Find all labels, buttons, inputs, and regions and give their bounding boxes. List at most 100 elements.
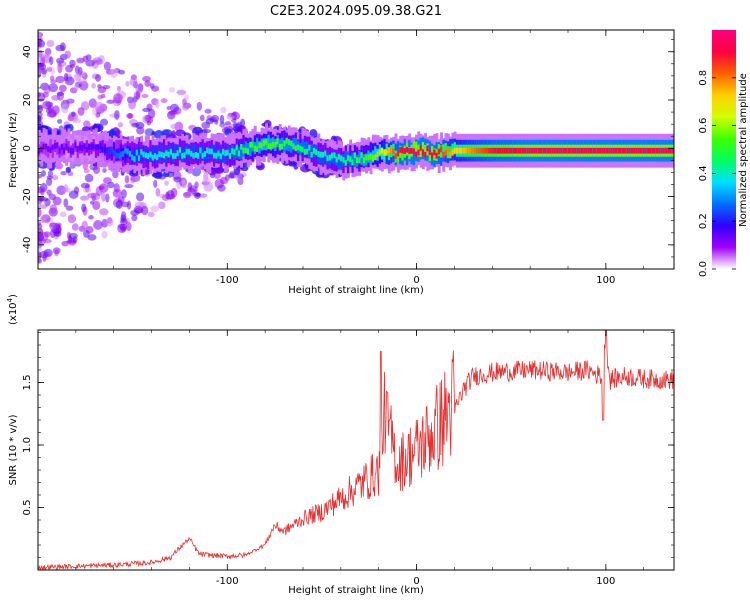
spectrogram-noise-blob <box>203 181 214 192</box>
spectrogram-ridge-cell <box>40 146 44 153</box>
spectrogram-noise-blob <box>115 199 123 209</box>
spectrogram-ridge-cell <box>215 152 219 159</box>
spectrogram-ridge-cell <box>94 145 98 158</box>
spectrogram-ridge-cell <box>340 155 343 162</box>
spectrogram-ridge-cell <box>321 151 325 158</box>
spectrogram-ridge-cell <box>285 138 289 151</box>
spectrogram-ridge-cell <box>626 147 630 154</box>
spectrogram-ridge-cell <box>455 147 459 154</box>
spectrogram-noise-blob <box>120 226 126 232</box>
spectrogram-ridge-cell <box>101 146 105 153</box>
spectrogram-ridge-cell <box>276 138 280 145</box>
spectrogram-ridge-cell <box>353 152 357 159</box>
spectrogram-ridge-cell <box>630 147 634 154</box>
spectrogram-ridge-cell <box>240 147 244 160</box>
spectrogram-ridge-cell <box>269 143 273 150</box>
spectrogram-ridge-cell <box>487 147 491 154</box>
spectrogram-ridge-cell <box>476 147 480 154</box>
spectrogram-noise-blob <box>194 181 199 189</box>
spectrogram-noise-blob <box>38 204 48 209</box>
spectrogram-noise-blob <box>170 123 178 129</box>
spectrogram-ridge-cell <box>142 145 146 158</box>
spectrogram-ridge-cell <box>160 144 164 157</box>
spectrogram-ridge-cell <box>444 149 448 156</box>
spectrogram-ridge-cell <box>92 143 96 150</box>
spectrogram-ridge-cell <box>660 147 664 154</box>
spectrogram-ridge-cell <box>342 156 346 163</box>
spectrogram-ridge-cell <box>131 154 134 161</box>
spectrogram-ridge-cell <box>612 147 616 154</box>
spectrogram-ridge-cell <box>430 152 434 159</box>
spectrogram-noise-blob <box>71 223 79 231</box>
spectrogram-ridge-cell <box>467 147 471 154</box>
spectrogram-ridge-cell <box>85 146 89 153</box>
spectrogram-ridge-cell <box>162 152 166 159</box>
colorbar-tick-label: 0.4 <box>698 165 709 181</box>
spectrogram-ridge-cell <box>344 151 348 164</box>
spectrogram-ridge-cell <box>178 148 182 161</box>
spectrogram-noise-blob <box>168 110 178 115</box>
spectrogram-noise-blob <box>93 165 101 175</box>
spectrogram-ridge-cell <box>246 148 250 155</box>
spectrogram-noise-blob <box>39 215 46 224</box>
spectrogram-ridge-cell <box>580 147 584 154</box>
spectrogram-ridge-cell <box>265 139 269 145</box>
spectrogram-ridge-cell <box>396 150 400 163</box>
spectrogram-noise-blob <box>38 245 42 252</box>
spectrogram-noise-blob <box>81 220 88 230</box>
spectrogram-noise-blob <box>54 230 62 237</box>
colorbar-label: Normalized spectral amplitude <box>738 73 749 227</box>
snr-panel: -100 0 100 0.5 1.0 1.5 Height of straight lin… <box>6 294 675 596</box>
spectrogram-ridge-cell <box>583 147 587 154</box>
spectrogram-ridge-cell <box>430 145 434 159</box>
spectrogram-ridge-cell <box>624 147 627 154</box>
spectrogram-ridge-cell <box>194 151 198 158</box>
spectrogram-ridge-cell <box>601 147 605 154</box>
spectrogram-ridge-cell <box>131 141 134 164</box>
spectrogram-frame <box>37 29 675 270</box>
spectrogram-ridge-cell <box>639 147 643 154</box>
spectrogram-ridge-cell <box>233 149 237 156</box>
spectrogram-ridge-cell <box>567 147 571 154</box>
spectrogram-ridge-cell <box>244 141 248 154</box>
spectrogram-noise-blob <box>155 187 161 197</box>
spectrogram-ridge-cell <box>410 147 414 154</box>
spectrogram-ridge-cell <box>67 146 71 153</box>
spectrogram-ridge-cell <box>301 146 305 153</box>
spectrogram-noise-blob <box>83 168 90 174</box>
spectrogram-noise-blob <box>88 215 94 220</box>
spectrogram-ridge-cell <box>315 149 318 155</box>
spectrogram-noise-blob <box>38 39 46 48</box>
spectrogram-ridge-cell <box>444 143 448 156</box>
spectrogram-noise-blob <box>66 98 75 104</box>
spectrogram-noise-blob <box>130 177 136 184</box>
spectrogram-ridge-cell <box>562 147 566 154</box>
spectrogram-ridge-cell <box>442 151 446 158</box>
spectrogram-ridge-cell <box>217 150 221 157</box>
spectrogram-ridge-cell <box>317 151 321 157</box>
spectrogram-ridge-cell <box>353 154 357 167</box>
spectrogram-ridge-cell <box>151 154 155 161</box>
spectrogram-ridge-cell <box>428 149 432 162</box>
spectrogram-ridge-cell <box>308 146 312 159</box>
spectrogram-noise-blob <box>114 110 120 120</box>
spectrogram-ridge-cell <box>651 147 655 154</box>
spectrogram-y-tick-label: 20 <box>22 94 33 107</box>
spectrogram-noise-blob <box>116 85 121 92</box>
spectrogram-noise-blob <box>141 93 149 98</box>
spectrogram-ridge-cell <box>158 151 162 164</box>
spectrogram-ridge-cell <box>519 147 523 154</box>
spectrogram-ridge-cell <box>578 147 582 154</box>
spectrogram-noise-blob <box>38 258 42 264</box>
spectrogram-noise-blob <box>97 86 107 94</box>
spectrogram-ridge-cell <box>671 147 674 154</box>
spectrogram-ridge-cell <box>360 152 364 159</box>
spectrogram-noise-blob <box>94 101 105 112</box>
spectrogram-noise-blob <box>117 122 124 128</box>
spectrogram-noise-blob <box>195 192 201 197</box>
spectrogram-noise-blob <box>38 53 49 59</box>
spectrogram-ridge-cell <box>99 143 103 149</box>
spectrogram-ridge-cell <box>51 144 55 151</box>
spectrogram-ridge-cell <box>219 153 223 160</box>
